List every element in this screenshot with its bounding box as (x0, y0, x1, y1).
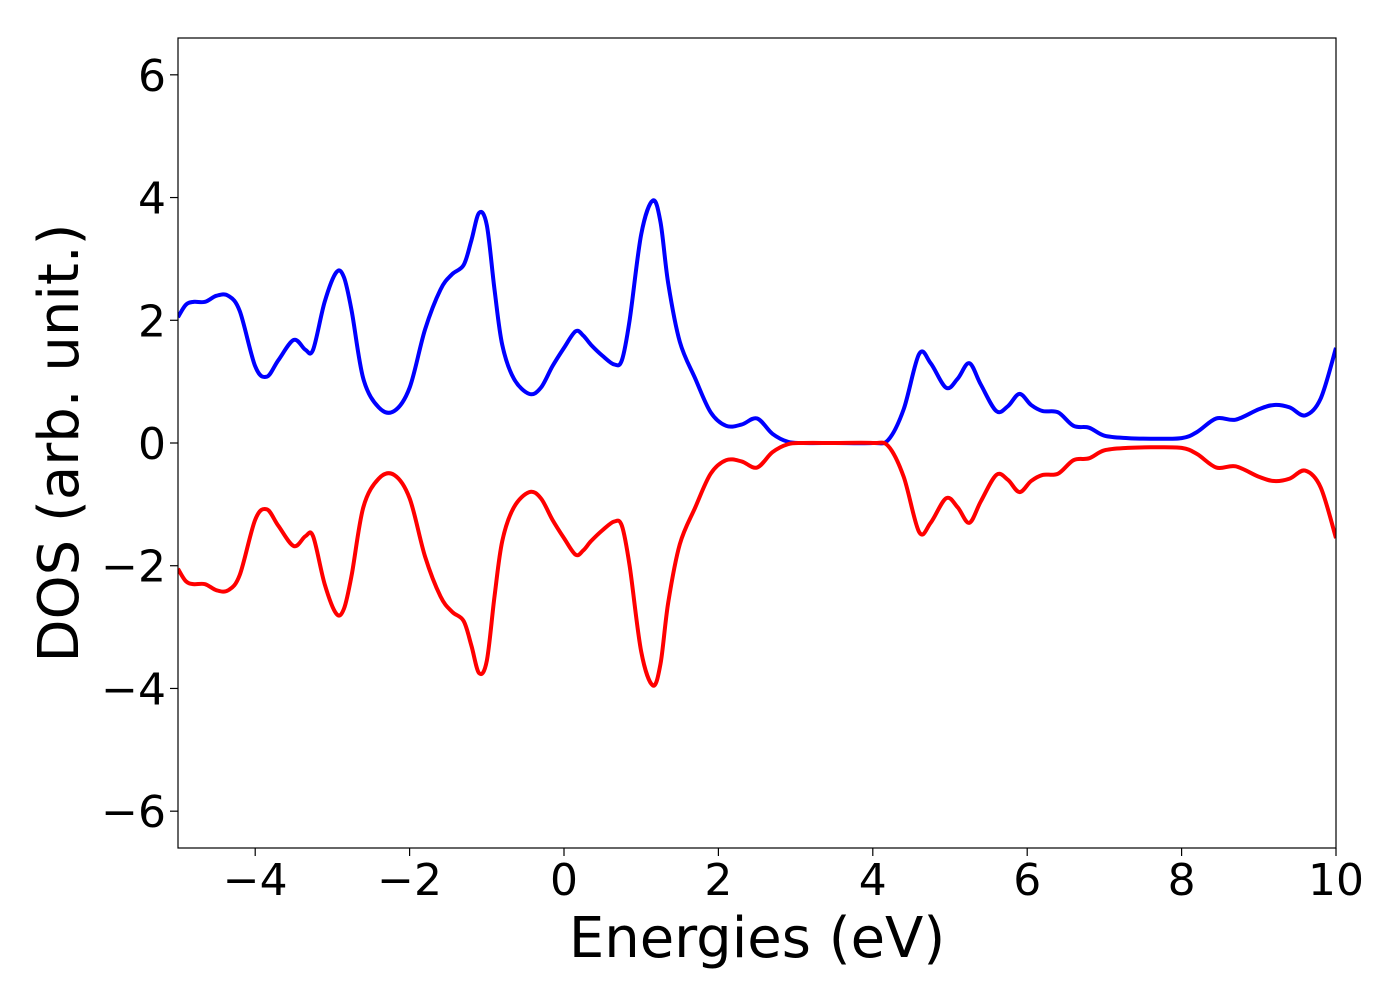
y-tick-label: 4 (138, 174, 166, 225)
x-tick-label: −4 (223, 855, 288, 906)
y-tick-label: −4 (101, 664, 166, 715)
y-tick-label: 6 (138, 51, 166, 102)
x-tick-label: 6 (1013, 855, 1041, 906)
series-layer (178, 198, 1336, 688)
y-tick-label: 0 (138, 419, 166, 470)
x-tick-label: 8 (1168, 855, 1196, 906)
series-line-1 (178, 198, 1336, 446)
x-tick-label: 0 (550, 855, 578, 906)
y-axis-ticks: −6 −4 −2 0 2 4 6 (101, 51, 178, 838)
y-tick-label: 2 (138, 296, 166, 347)
y-tick-label: −6 (101, 787, 166, 838)
x-axis-label: Energies (eV) (569, 906, 945, 971)
x-tick-label: 4 (859, 855, 887, 906)
x-tick-label: −2 (377, 855, 442, 906)
x-tick-label: 10 (1308, 855, 1364, 906)
plot-frame (177, 37, 1337, 849)
x-tick-label: 2 (704, 855, 732, 906)
y-axis-label: DOS (arb. unit.) (27, 223, 92, 662)
y-tick-label: −2 (101, 542, 166, 593)
x-axis-ticks: −4 −2 0 2 4 6 8 10 (223, 848, 1364, 906)
series-line-2 (178, 440, 1336, 688)
